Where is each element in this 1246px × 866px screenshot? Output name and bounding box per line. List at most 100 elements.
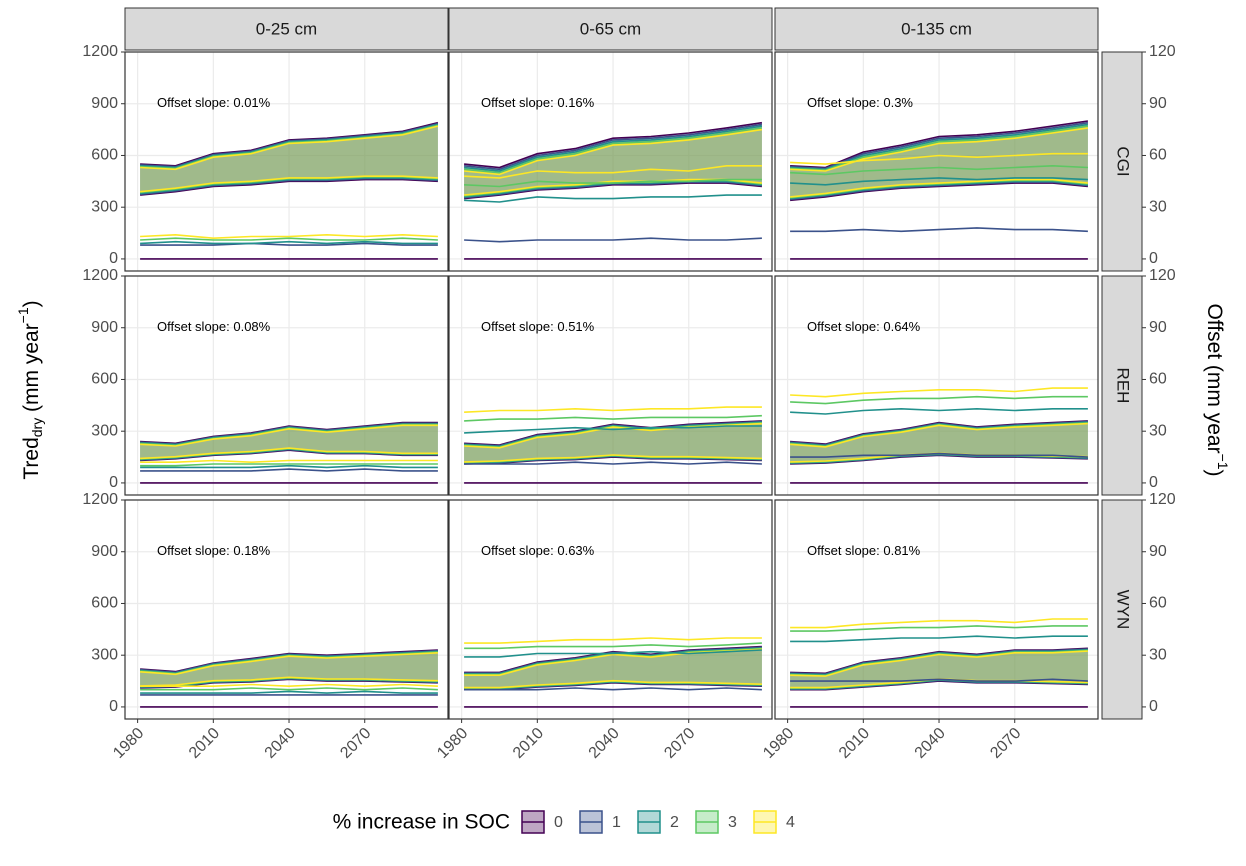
x-tick-label: 2040 (912, 725, 949, 762)
offset-line (140, 687, 438, 691)
offset-line (464, 194, 762, 203)
legend-label: 2 (670, 814, 679, 831)
y2-tick-label: 60 (1149, 371, 1167, 388)
ribbon-upper-line (464, 123, 763, 171)
ribbon-upper-line (140, 424, 438, 447)
x-tick-label: 2070 (661, 725, 698, 762)
ribbon-upper-line (140, 124, 439, 170)
panel-border (124, 275, 449, 496)
ribbon (464, 648, 762, 689)
column-strip-label: 0-65 cm (580, 19, 641, 38)
offset-line (790, 177, 1088, 186)
ribbon-upper-line (140, 125, 439, 171)
ribbon (790, 422, 1088, 463)
ribbon (140, 424, 438, 460)
ribbon (790, 650, 1088, 689)
y2-title-close: ) (1203, 470, 1226, 477)
y-tick-label: 1200 (82, 267, 118, 284)
offset-line (140, 463, 438, 467)
y-axis-title: Treddry (mm year−1) (15, 300, 45, 479)
ribbon (464, 649, 762, 688)
offset-line (790, 452, 1088, 458)
ribbon (790, 648, 1088, 690)
ribbon-upper-line (464, 128, 763, 176)
x-tick-label: 1980 (434, 725, 471, 762)
y2-tick-label: 30 (1149, 198, 1167, 215)
ribbon-upper-line (140, 121, 439, 167)
ribbon-lower-line (140, 177, 438, 195)
offset-line (464, 649, 762, 658)
legend-label: 3 (728, 814, 737, 831)
annotation: Offset slope: 0.64% (807, 319, 921, 334)
row-strip (1101, 51, 1143, 272)
panel-border (448, 499, 773, 720)
y-title-sup: −1 (15, 307, 31, 323)
panel-border (774, 499, 1099, 720)
ribbon-lower-line (464, 182, 762, 200)
y2-axis-title: Offset (mm year−1) (1203, 303, 1231, 476)
y2-tick-label: 60 (1149, 595, 1167, 612)
ribbon-upper-line (790, 123, 1089, 171)
column-strip-label: 0-135 cm (901, 19, 972, 38)
row-strip-label: CGI (1114, 146, 1133, 176)
offset-line (140, 237, 438, 241)
panel-border (124, 499, 449, 720)
row-strip-label: WYN (1114, 590, 1133, 630)
y2-tick-label: 120 (1149, 491, 1176, 508)
y2-tick-label: 30 (1149, 646, 1167, 663)
y-tick-label: 1200 (82, 43, 118, 60)
column-strip (448, 7, 773, 51)
y-tick-label: 600 (91, 371, 118, 388)
row-strip (1101, 499, 1143, 720)
offset-line (140, 683, 438, 688)
ribbon (790, 420, 1088, 464)
y-title-unit: (mm year (20, 323, 43, 418)
ribbon-lower-line (790, 182, 1088, 202)
offset-line (140, 690, 438, 694)
y-title-main: Tred (20, 437, 43, 479)
ribbon-upper-line (790, 127, 1089, 172)
offset-line (790, 164, 1088, 176)
offset-line (464, 642, 762, 650)
panel-background (775, 52, 1098, 271)
ribbon (140, 424, 438, 459)
ribbon (464, 420, 762, 464)
row-strip-label: REH (1114, 368, 1133, 404)
offset-line (790, 152, 1088, 165)
offset-line (464, 237, 762, 243)
ribbon (790, 421, 1088, 464)
offset-line (464, 414, 762, 422)
y2-tick-label: 60 (1149, 147, 1167, 164)
ribbon (790, 422, 1088, 463)
y2-tick-label: 120 (1149, 43, 1176, 60)
annotation: Offset slope: 0.18% (157, 543, 271, 558)
y-tick-label: 1200 (82, 491, 118, 508)
offset-line (790, 618, 1088, 629)
ribbon-upper-line (140, 652, 438, 676)
ribbon (464, 647, 762, 690)
x-tick-label: 2070 (337, 725, 374, 762)
ribbon (464, 646, 762, 690)
y2-tick-label: 30 (1149, 422, 1167, 439)
annotation: Offset slope: 0.81% (807, 543, 921, 558)
panel-border (774, 275, 1099, 496)
offset-line (140, 240, 438, 245)
offset-line (790, 625, 1088, 632)
y-tick-label: 0 (109, 474, 118, 491)
offset-line (790, 387, 1088, 398)
y-title-sub: dry (29, 418, 45, 437)
ribbon (464, 423, 762, 462)
ribbon (140, 652, 438, 687)
ribbon (464, 648, 762, 689)
ribbon-upper-line (790, 125, 1089, 171)
y2-tick-label: 90 (1149, 543, 1167, 560)
ribbon (140, 652, 438, 686)
panel-border (124, 51, 449, 272)
ribbon-upper-line (790, 650, 1088, 677)
offset-line (140, 233, 438, 240)
offset-line (790, 227, 1088, 233)
ribbon (140, 126, 438, 192)
ribbon (140, 651, 438, 687)
ribbon-lower-line (140, 676, 438, 687)
